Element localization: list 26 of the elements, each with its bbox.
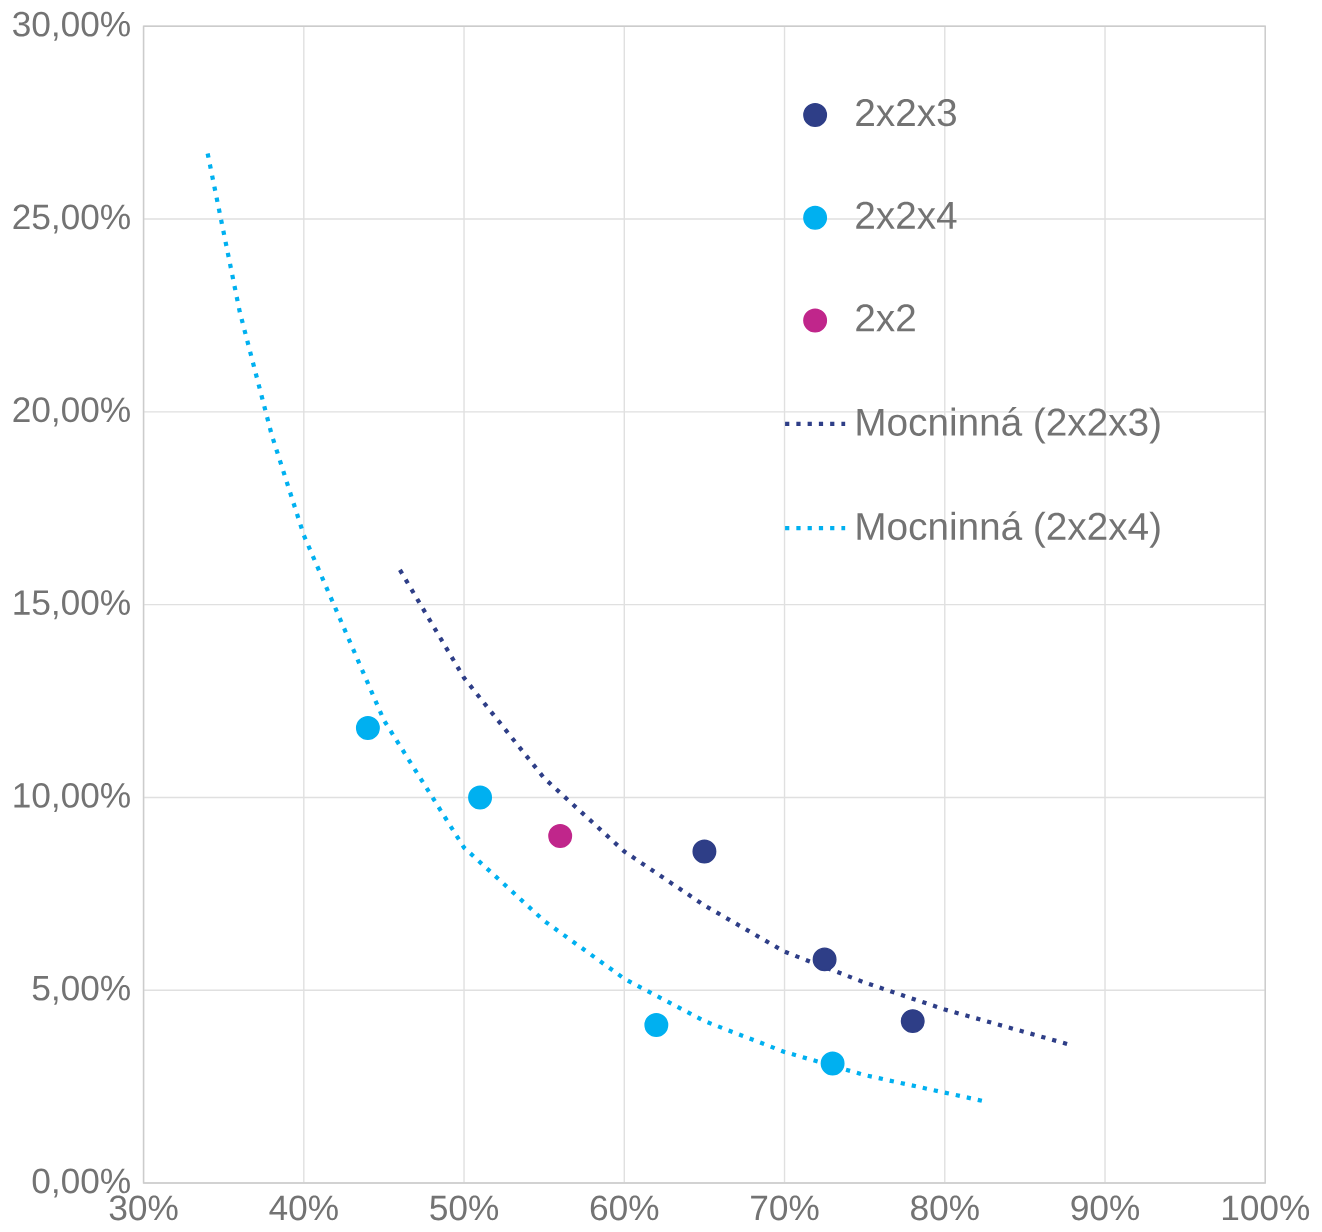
y-tick-label: 20,00%: [13, 397, 130, 427]
point: [355, 716, 380, 740]
y-tick-label: 30,00%: [13, 11, 130, 41]
x-tick-label: 90%: [1071, 1195, 1140, 1221]
legend-label: Mocninná (2x2x4): [857, 511, 1160, 548]
point: [548, 823, 573, 848]
legend-label: 2x2: [856, 304, 915, 332]
point: [692, 839, 717, 864]
x-tick-label: 60%: [590, 1195, 659, 1221]
x-tick-label: 80%: [911, 1195, 979, 1221]
x-tick-label: 100%: [1222, 1195, 1310, 1221]
x-tick-label: 40%: [269, 1195, 338, 1221]
x-tick-label: 70%: [751, 1195, 819, 1221]
legend-label: 2x2x4: [856, 201, 957, 229]
point: [820, 1051, 845, 1076]
point: [468, 785, 493, 810]
y-tick-label: 25,00%: [13, 204, 130, 234]
legend-label: Mocninná (2x2x3): [857, 407, 1160, 444]
point: [900, 1009, 925, 1034]
y-tick-label: 15,00%: [14, 590, 130, 620]
point: [812, 947, 837, 972]
point: [644, 1012, 669, 1037]
x-tick-label: 50%: [430, 1195, 499, 1221]
legend-label: 2x2x3: [856, 98, 956, 127]
y-tick-label: 10,00%: [14, 782, 130, 812]
y-tick-label: 5,00%: [32, 975, 130, 1005]
